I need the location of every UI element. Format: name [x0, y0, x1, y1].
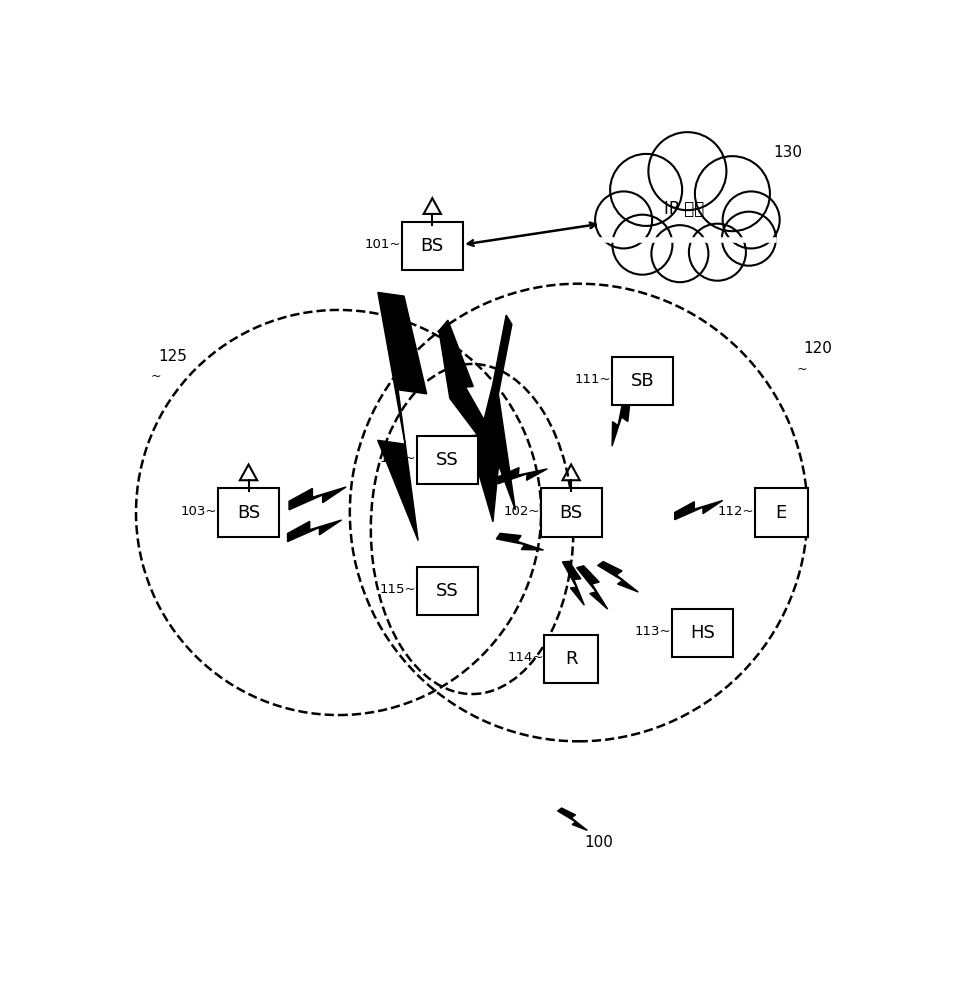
- Circle shape: [595, 191, 652, 248]
- Text: 114~: 114~: [507, 651, 544, 664]
- Polygon shape: [497, 533, 543, 550]
- Text: 103~: 103~: [181, 505, 218, 518]
- Circle shape: [723, 191, 779, 248]
- Polygon shape: [287, 520, 342, 542]
- Text: 115~: 115~: [379, 583, 416, 596]
- Text: 112~: 112~: [717, 505, 754, 518]
- FancyBboxPatch shape: [612, 357, 673, 405]
- Text: 120: 120: [803, 341, 832, 356]
- Text: ~: ~: [151, 370, 162, 383]
- Polygon shape: [597, 562, 638, 592]
- FancyBboxPatch shape: [218, 488, 279, 537]
- Text: 100: 100: [585, 835, 614, 850]
- FancyBboxPatch shape: [402, 222, 463, 270]
- Circle shape: [649, 132, 726, 210]
- Text: 125: 125: [159, 349, 188, 364]
- Text: 102~: 102~: [503, 505, 540, 518]
- Text: 113~: 113~: [635, 625, 671, 638]
- Text: SS: SS: [436, 582, 459, 600]
- Text: BS: BS: [421, 237, 444, 255]
- Text: IP 网络: IP 网络: [663, 200, 704, 218]
- FancyBboxPatch shape: [754, 488, 808, 537]
- Polygon shape: [675, 500, 723, 520]
- Text: SB: SB: [630, 372, 654, 390]
- Text: 101~: 101~: [365, 238, 401, 251]
- Text: BS: BS: [237, 504, 260, 522]
- Circle shape: [610, 154, 682, 226]
- Polygon shape: [498, 468, 547, 484]
- Text: SS: SS: [436, 451, 459, 469]
- Circle shape: [695, 156, 770, 231]
- FancyBboxPatch shape: [417, 436, 478, 484]
- FancyBboxPatch shape: [541, 488, 601, 537]
- Polygon shape: [558, 808, 588, 830]
- Text: E: E: [775, 504, 787, 522]
- Text: BS: BS: [560, 504, 583, 522]
- Circle shape: [689, 224, 746, 281]
- Polygon shape: [378, 292, 427, 541]
- FancyBboxPatch shape: [544, 635, 598, 683]
- Text: R: R: [565, 650, 577, 668]
- Text: 130: 130: [773, 145, 802, 160]
- Polygon shape: [577, 566, 608, 609]
- Polygon shape: [289, 487, 347, 510]
- Polygon shape: [439, 315, 515, 522]
- Polygon shape: [612, 394, 630, 446]
- Text: ~: ~: [797, 362, 806, 375]
- Text: 116~: 116~: [379, 452, 416, 465]
- FancyBboxPatch shape: [672, 609, 733, 657]
- Text: HS: HS: [690, 624, 714, 642]
- FancyBboxPatch shape: [417, 567, 478, 615]
- Text: 111~: 111~: [575, 373, 611, 386]
- Circle shape: [651, 225, 709, 282]
- Circle shape: [722, 212, 776, 266]
- Circle shape: [613, 215, 673, 275]
- Ellipse shape: [609, 164, 767, 261]
- Polygon shape: [562, 561, 585, 605]
